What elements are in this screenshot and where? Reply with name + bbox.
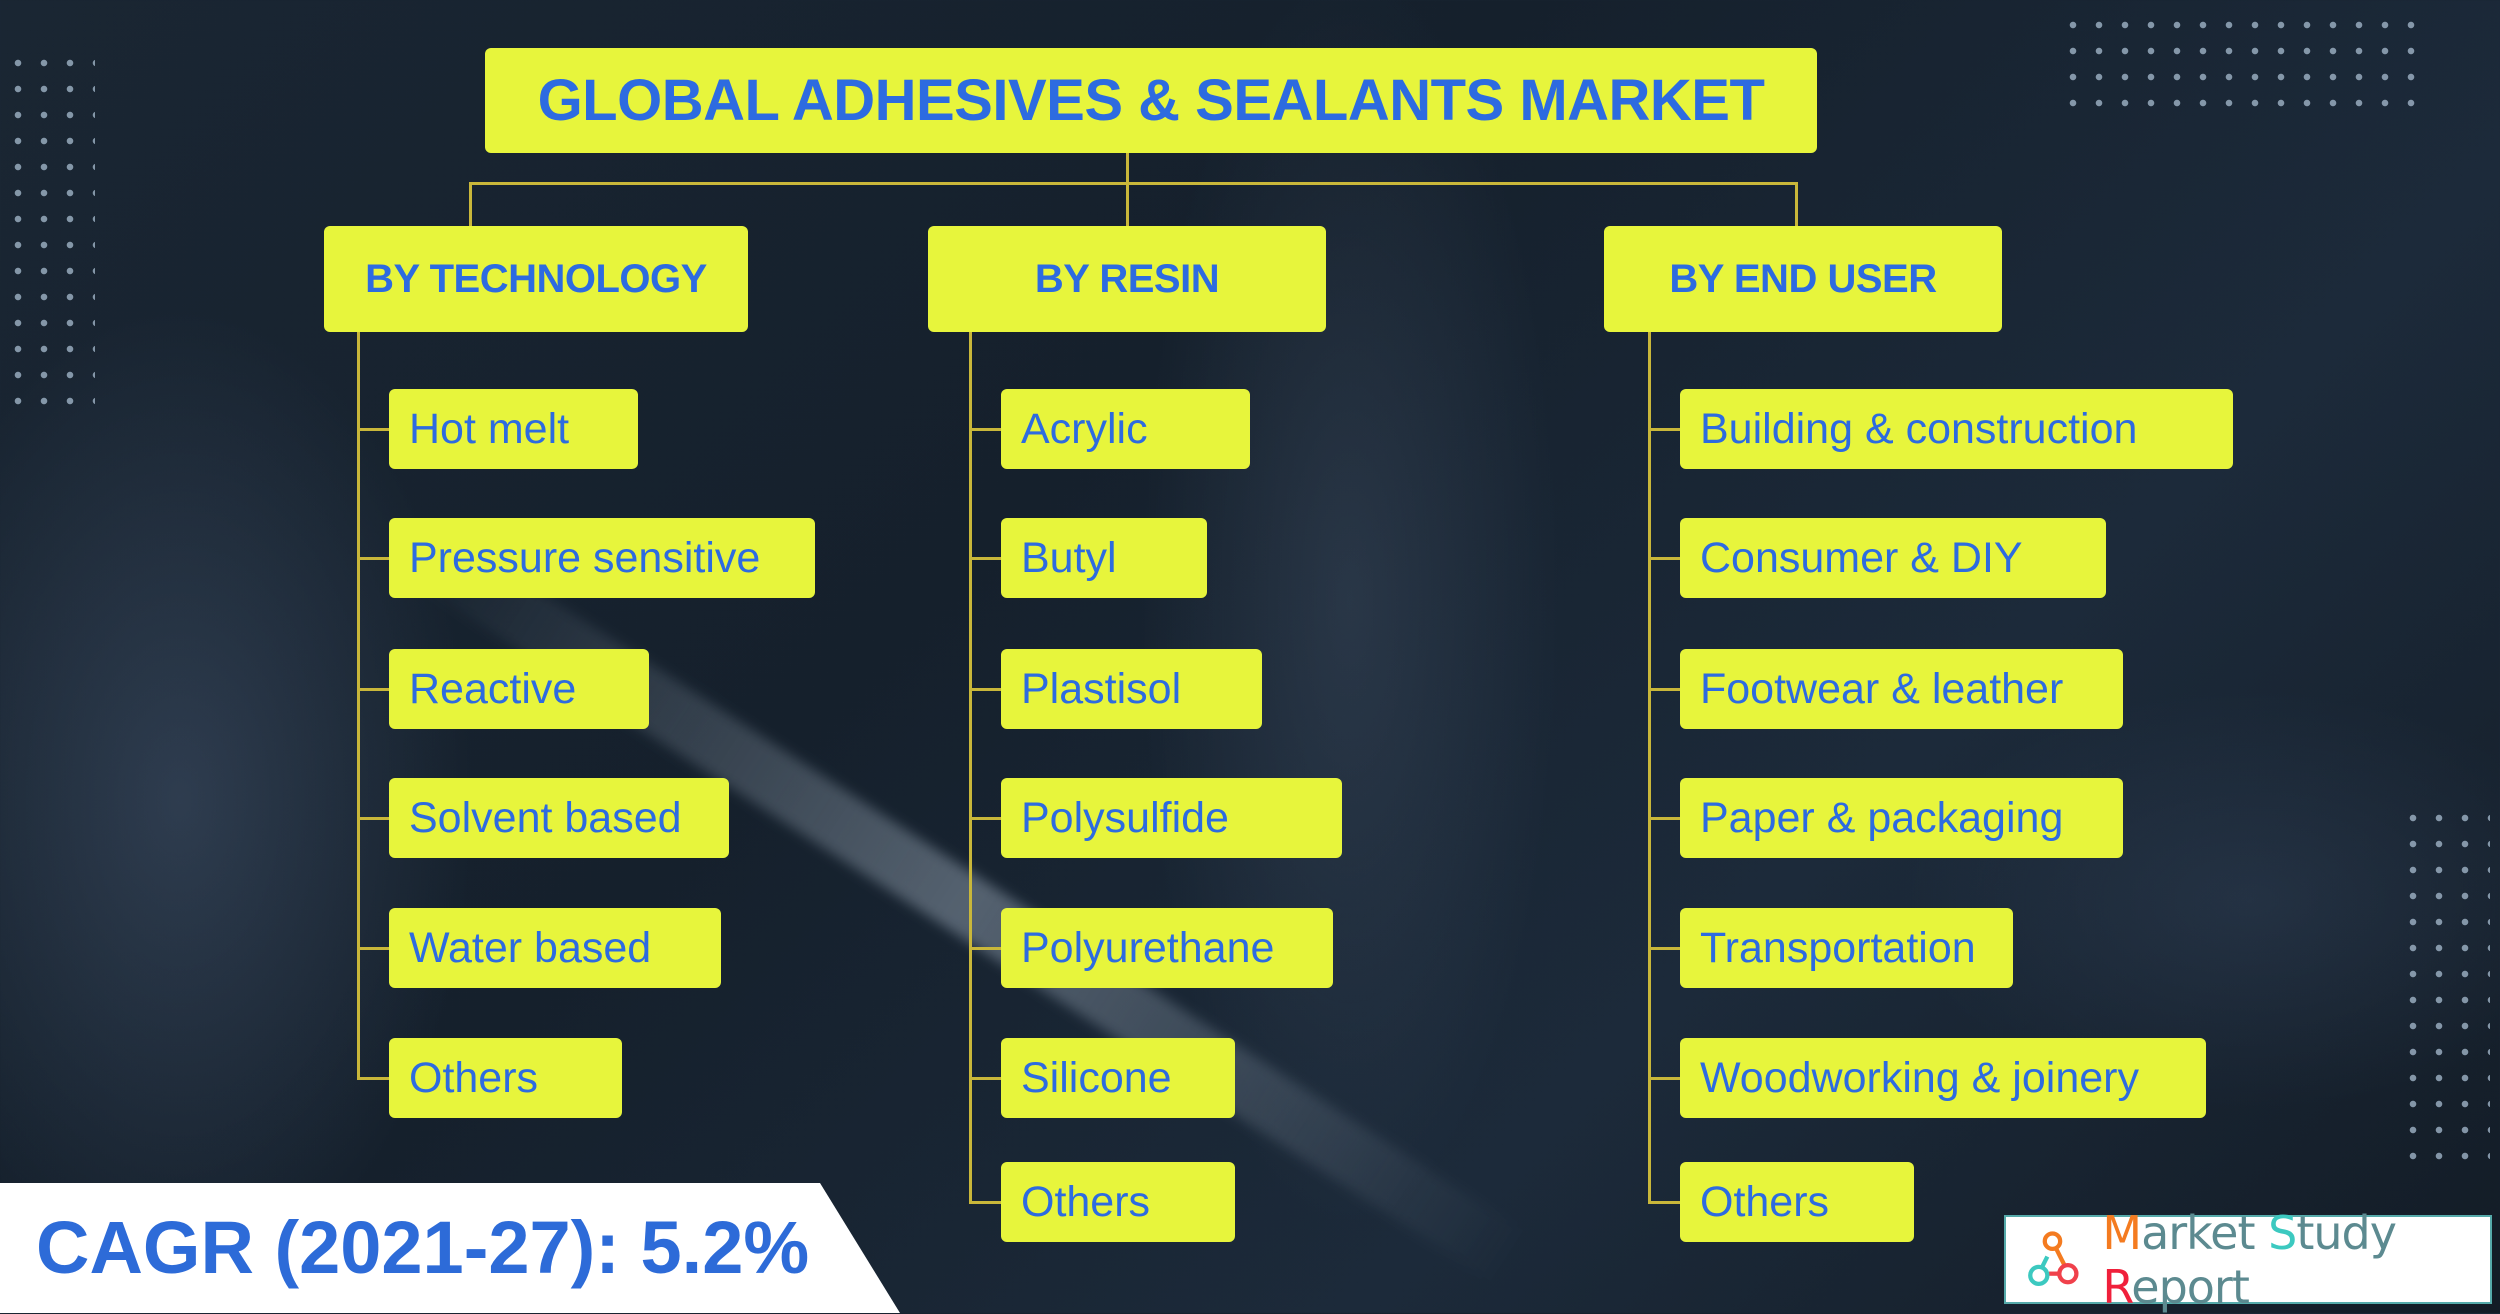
segment-item-consumer-diy: Consumer & DIY (1680, 518, 2106, 598)
connector (357, 817, 389, 820)
category-by-technology: BY TECHNOLOGY (324, 226, 748, 332)
background-blade-shape (403, 524, 1527, 1284)
category-by-resin: BY RESIN (928, 226, 1326, 332)
segment-item-others: Others (1001, 1162, 1235, 1242)
connector (1795, 182, 1798, 226)
connector (969, 817, 1001, 820)
connector (1648, 817, 1680, 820)
segment-item-building-construction: Building & construction (1680, 389, 2233, 469)
segment-item-pressure-sensitive: Pressure sensitive (389, 518, 815, 598)
connector (969, 557, 1001, 560)
category-by-end-user: BY END USER (1604, 226, 2002, 332)
segment-item-footwear-leather: Footwear & leather (1680, 649, 2123, 729)
connector (469, 182, 472, 226)
connector (1648, 1077, 1680, 1080)
connector (969, 1201, 1001, 1204)
connector (1648, 557, 1680, 560)
segment-item-water-based: Water based (389, 908, 721, 988)
segment-item-silicone: Silicone (1001, 1038, 1235, 1118)
decorative-dot-grid (2400, 805, 2490, 1165)
connector (357, 428, 389, 431)
cagr-banner: CAGR (2021-27): 5.2% (0, 1183, 900, 1313)
connector (1126, 153, 1129, 226)
connector (357, 947, 389, 950)
connector (969, 947, 1001, 950)
decorative-dot-grid (5, 50, 95, 410)
segment-item-polyurethane: Polyurethane (1001, 908, 1333, 988)
segment-item-plastisol: Plastisol (1001, 649, 1262, 729)
connector (357, 688, 389, 691)
decorative-dot-grid (2060, 12, 2430, 107)
segment-item-butyl: Butyl (1001, 518, 1207, 598)
connector (1648, 947, 1680, 950)
connector (1648, 332, 1651, 1202)
logo-text: Market Study Report (2102, 1205, 2397, 1314)
segment-item-solvent-based: Solvent based (389, 778, 729, 858)
logo-molecule-icon (2028, 1230, 2079, 1286)
segment-item-reactive: Reactive (389, 649, 649, 729)
segment-item-others: Others (389, 1038, 622, 1118)
cagr-text: CAGR (2021-27): 5.2% (36, 1206, 810, 1289)
segment-item-paper-packaging: Paper & packaging (1680, 778, 2123, 858)
connector (357, 1077, 389, 1080)
connector (1648, 688, 1680, 691)
segment-item-others: Others (1680, 1162, 1914, 1242)
segment-item-acrylic: Acrylic (1001, 389, 1250, 469)
connector (969, 1077, 1001, 1080)
segment-item-hot-melt: Hot melt (389, 389, 638, 469)
connector (1648, 428, 1680, 431)
segment-item-woodworking-joinery: Woodworking & joinery (1680, 1038, 2206, 1118)
connector (969, 688, 1001, 691)
connector (357, 557, 389, 560)
page-title: GLOBAL ADHESIVES & SEALANTS MARKET (485, 48, 1817, 153)
market-study-report-logo: Market Study Report (2004, 1206, 2492, 1314)
connector (969, 428, 1001, 431)
connector (469, 182, 1797, 185)
connector (357, 332, 360, 1078)
connector (1648, 1201, 1680, 1204)
segment-item-transportation: Transportation (1680, 908, 2013, 988)
connector (969, 332, 972, 1202)
segment-item-polysulfide: Polysulfide (1001, 778, 1342, 858)
